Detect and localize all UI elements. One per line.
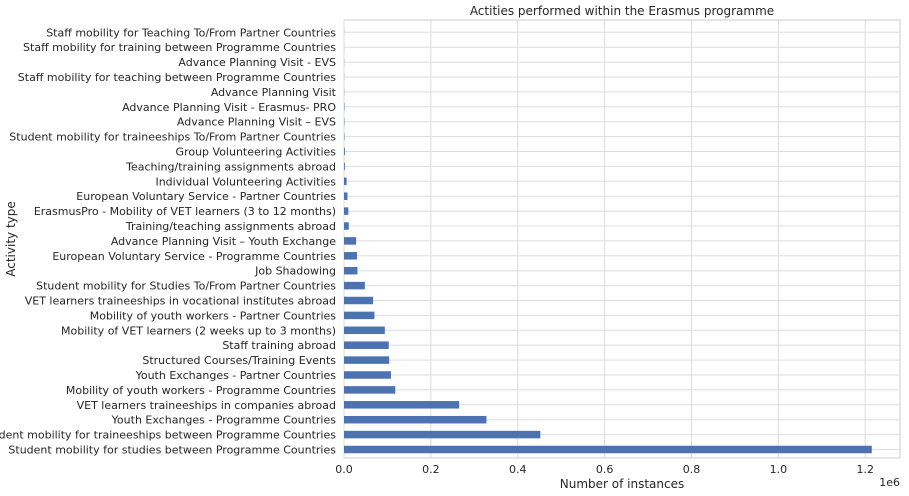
bar [344,371,391,379]
y-tick-label: Student mobility for studies between Pro… [8,444,336,457]
bar [344,356,390,364]
bar [344,326,385,335]
y-tick-label: Mobility of youth workers - Partner Coun… [90,309,336,322]
x-axis-offset-text: 1e6 [879,476,900,489]
y-tick-label: Youth Exchanges - Partner Countries [135,369,337,382]
y-tick-label: Advance Planning Visit - EVS [178,56,336,69]
y-tick-label: European Voluntary Service - Partner Cou… [76,190,336,203]
x-tick-label: 1.0 [770,463,788,476]
grid-lines [343,20,900,458]
y-tick-label: Group Volunteering Activities [176,146,337,159]
bar [344,341,389,349]
bar [344,401,460,409]
bar [344,386,396,394]
x-tick-label: 1.2 [857,463,875,476]
x-tick-label: 0.6 [596,463,614,476]
y-tick-label: Student mobility for Studies To/From Par… [36,280,336,293]
bar [344,415,487,424]
bar [344,281,365,290]
y-tick-label: Advance Planning Visit – EVS [177,116,336,129]
y-tick-label: Student mobility for traineeships To/Fro… [9,131,336,144]
bar [344,147,345,156]
bar [344,192,348,200]
y-tick-label: VET learners traineeships in companies a… [77,399,336,412]
y-tick-label: Individual Volunteering Activities [155,175,336,188]
bars [344,28,872,454]
bar [344,237,357,245]
y-tick-label: Job Shadowing [254,265,336,278]
y-tick-label: VET learners traineeships in vocational … [25,295,336,308]
y-tick-label: Training/teaching assignments abroad [125,220,336,233]
bar [344,311,375,320]
x-tick-labels: 0.0 0.2 0.4 0.6 0.8 1.0 1.2 [335,463,874,476]
y-tick-label: Advance Planning Visit [211,86,337,99]
y-tick-label: Staff mobility for training between Prog… [23,41,336,54]
y-tick-labels: Student mobility for studies between Pro… [0,26,337,456]
plot-area [343,19,901,459]
y-tick-label: Staff training abroad [222,339,336,352]
y-tick-label: Student mobility for traineeships betwee… [0,429,336,442]
y-tick-label: Staff mobility for Teaching To/From Part… [46,26,336,39]
bar [344,296,374,305]
bar [344,266,358,275]
bar [344,252,358,260]
x-tick-label: 0.4 [509,463,527,476]
bar [344,222,349,230]
y-axis-label: Activity type [4,201,18,277]
x-tick-label: 0.8 [683,463,701,476]
bar [344,162,345,171]
bar [344,430,541,439]
x-tick-label: 0.0 [335,463,353,476]
x-tick-label: 0.2 [422,463,440,476]
y-tick-label: Mobility of VET learners (2 weeks up to … [61,324,336,337]
y-tick-label: Staff mobility for teaching between Prog… [18,71,336,84]
y-tick-label: ErasmusPro - Mobility of VET learners (3… [34,205,336,218]
bar [344,445,872,454]
y-tick-label: European Voluntary Service - Programme C… [52,250,336,263]
bar [344,207,349,215]
chart-title: Actities performed within the Erasmus pr… [470,4,774,18]
y-tick-label: Advance Planning Visit – Youth Exchange [111,235,336,248]
y-tick-label: Mobility of youth workers - Programme Co… [66,384,336,397]
y-tick-label: Structured Courses/Training Events [142,354,336,367]
bar [344,177,347,186]
y-tick-label: Teaching/training assignments abroad [125,160,336,173]
y-tick-label: Youth Exchanges - Programme Countries [111,414,337,427]
y-tick-label: Advance Planning Visit - Erasmus- PRO [122,101,336,114]
x-axis-label: Number of instances [560,477,685,491]
